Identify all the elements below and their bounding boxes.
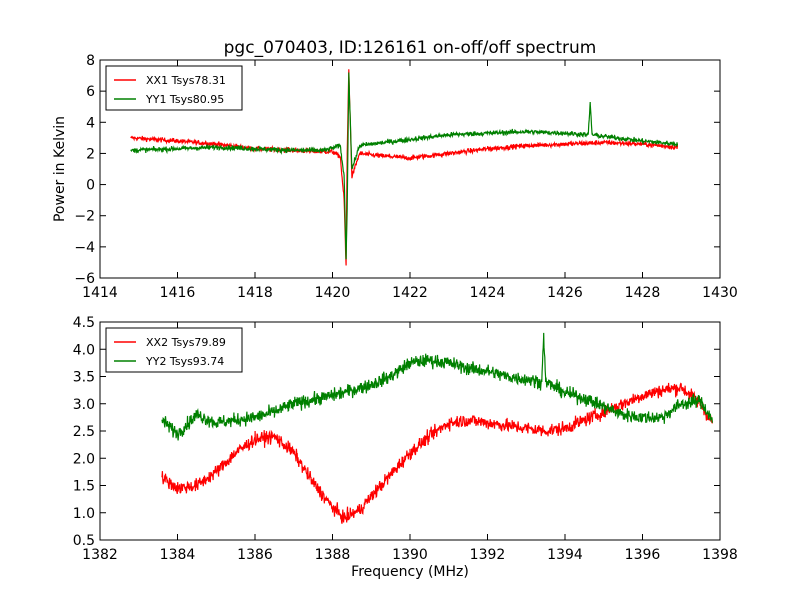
y-tick-label: 4 [86, 115, 95, 131]
legend-box [105, 327, 243, 373]
y-tick-label: 6 [86, 84, 95, 100]
y-axis-title: Power in Kelvin [52, 116, 68, 222]
x-tick-label: 1388 [315, 547, 351, 563]
x-tick-label: 1398 [702, 547, 738, 563]
legend-box [105, 65, 243, 111]
legend: XX1 Tsys78.31 YY1 Tsys80.95 [105, 65, 243, 111]
legend-entry: YY2 Tsys93.74 [145, 355, 224, 368]
series-group [130, 69, 678, 266]
x-tick-label: 1414 [82, 285, 118, 301]
series-group [161, 332, 713, 524]
x-tick-label: 1424 [470, 285, 506, 301]
x-tick-label: 1382 [82, 547, 118, 563]
y-tick-label: 2 [86, 146, 95, 162]
series-line-yy1-tsys80-95 [130, 72, 678, 260]
y-tick-label: 2.0 [73, 451, 95, 467]
y-tick-label: 3.0 [73, 397, 95, 413]
x-tick-label: 1422 [392, 285, 428, 301]
x-tick-label: 1392 [470, 547, 506, 563]
x-tick-label: 1416 [160, 285, 196, 301]
x-tick-label: 1426 [547, 285, 583, 301]
series-line-xx1-tsys78-31 [130, 69, 678, 266]
x-tick-label: 1386 [237, 547, 273, 563]
y-tick-label: 3.5 [73, 370, 95, 386]
x-tick-label: 1418 [237, 285, 273, 301]
y-tick-label: 2.5 [73, 424, 95, 440]
y-tick-label: 1.0 [73, 506, 95, 522]
bottom-panel-xx2-yy2: 1382 1384 1386 1388 1390 1392 1394 1396 1398 0.5 1… [73, 315, 738, 580]
y-tick-label: −6 [74, 271, 95, 287]
y-tick-label: 8 [86, 53, 95, 69]
y-tick-label: 0.5 [73, 533, 95, 549]
figure-title: pgc_070403, ID:126161 on-off/off spectru… [224, 38, 597, 58]
y-tick-label: −4 [74, 240, 95, 256]
y-tick-label: 4.0 [73, 342, 95, 358]
top-panel-xx1-yy1: 1414 1416 1418 1420 1422 1424 1426 1428 1430 −6 −4… [52, 53, 738, 301]
x-tick-label: 1390 [392, 547, 428, 563]
x-tick-label: 1420 [315, 285, 351, 301]
legend-entry: XX1 Tsys78.31 [146, 74, 226, 87]
y-tick-label: 4.5 [73, 315, 95, 331]
x-axis-title: Frequency (MHz) [351, 564, 469, 580]
legend-entry: XX2 Tsys79.89 [146, 336, 226, 349]
x-tick-label: 1430 [702, 285, 738, 301]
x-tick-label: 1428 [625, 285, 661, 301]
series-line-yy2-tsys93-74 [161, 332, 713, 441]
y-tick-label: 0 [86, 178, 95, 194]
legend-entry: YY1 Tsys80.95 [145, 93, 224, 106]
y-tick-label: 1.5 [73, 479, 95, 495]
x-tick-label: 1396 [625, 547, 661, 563]
series-line-xx2-tsys79-89 [161, 382, 713, 524]
y-tick-label: −2 [74, 209, 95, 225]
x-tick-label: 1394 [547, 547, 583, 563]
legend: XX2 Tsys79.89 YY2 Tsys93.74 [105, 327, 243, 373]
x-tick-label: 1384 [160, 547, 196, 563]
